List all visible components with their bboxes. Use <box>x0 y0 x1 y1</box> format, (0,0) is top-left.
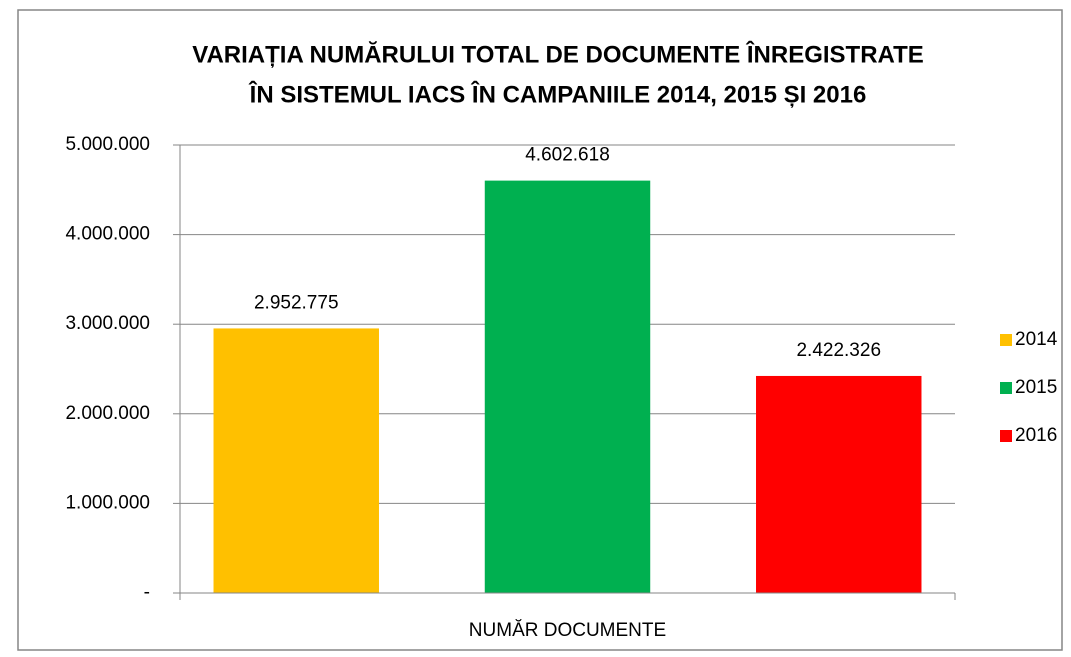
y-tick-label: 4.000.000 <box>65 224 150 245</box>
legend-swatch <box>1000 382 1012 394</box>
y-tick-label: 1.000.000 <box>65 492 150 513</box>
data-label: 4.602.618 <box>525 145 610 166</box>
legend-label: 2016 <box>1015 425 1057 446</box>
y-tick-label: 2.000.000 <box>65 403 150 424</box>
bar <box>213 328 379 593</box>
bar <box>756 375 922 593</box>
data-label: 2.952.775 <box>254 292 339 313</box>
legend-label: 2015 <box>1015 377 1057 398</box>
legend-label: 2014 <box>1015 329 1058 350</box>
chart-title: ÎN SISTEMUL IACS ÎN CAMPANIILE 2014, 201… <box>249 80 867 108</box>
bar <box>484 180 651 594</box>
legend-swatch <box>1000 430 1012 442</box>
y-tick-label: - <box>144 582 150 603</box>
y-tick-label: 3.000.000 <box>65 313 150 334</box>
legend-swatch <box>1000 334 1012 346</box>
data-label: 2.422.326 <box>796 340 881 361</box>
x-tick-label: NUMĂR DOCUMENTE <box>469 620 666 641</box>
y-tick-label: 5.000.000 <box>65 134 150 155</box>
chart-title: VARIAȚIA NUMĂRULUI TOTAL DE DOCUMENTE ÎN… <box>192 40 924 68</box>
